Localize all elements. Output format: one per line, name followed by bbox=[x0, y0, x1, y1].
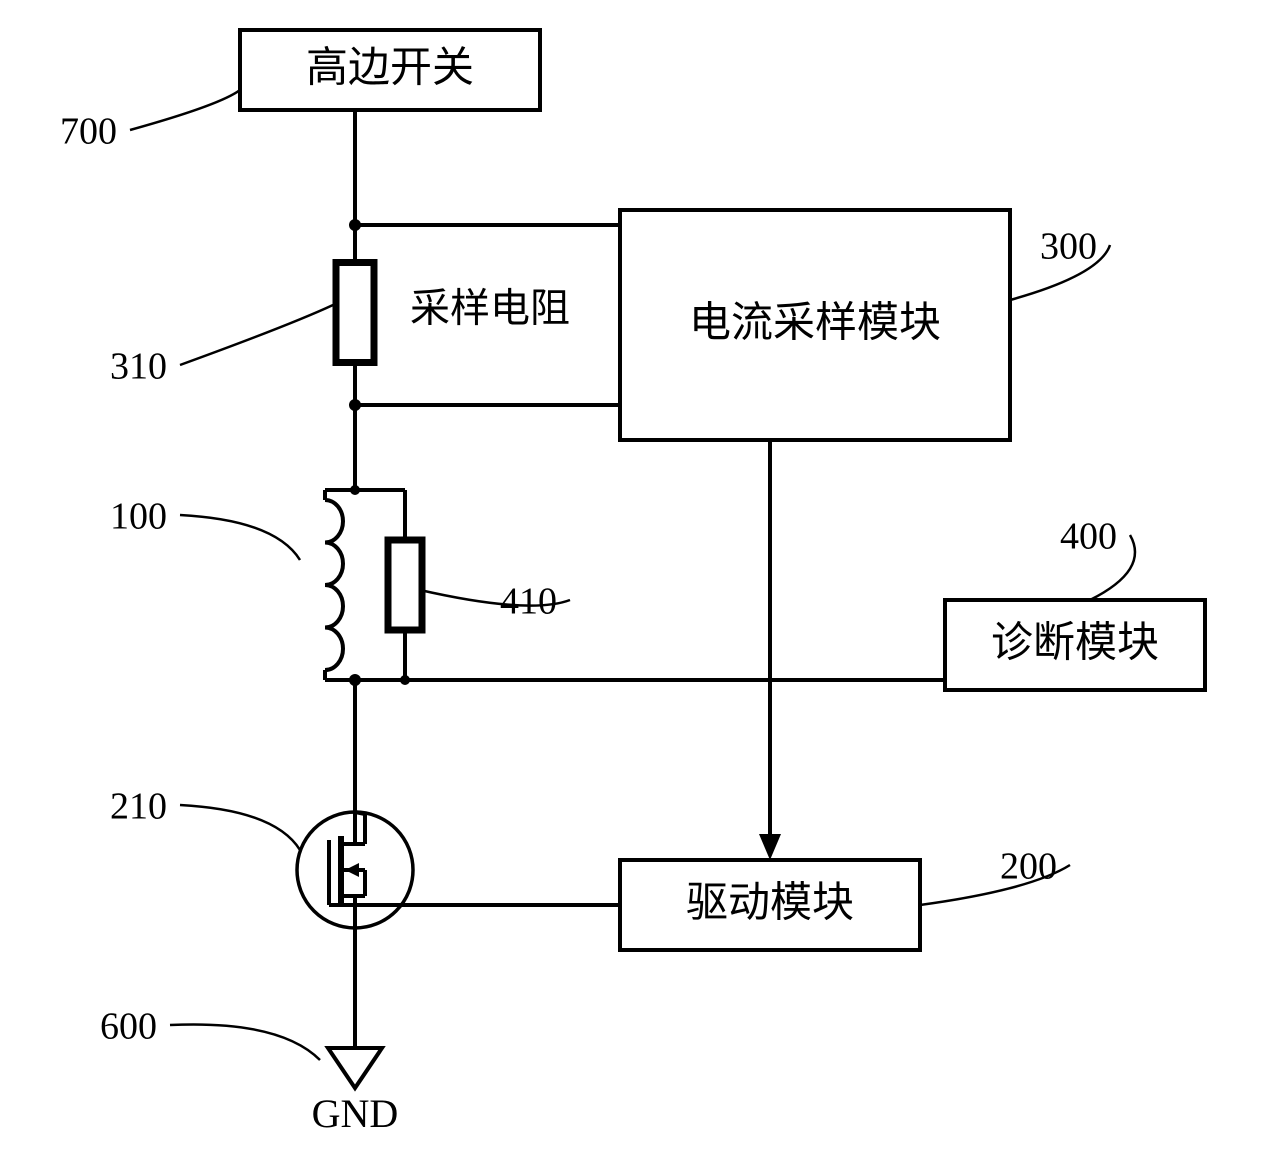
current_sample-label: 电流采样模块 bbox=[689, 301, 941, 347]
ref-400: 400 bbox=[1060, 516, 1117, 558]
leader-700 bbox=[130, 90, 240, 130]
inductor-symbol bbox=[325, 500, 343, 670]
ref-300: 300 bbox=[1040, 226, 1097, 268]
ref-700: 700 bbox=[60, 111, 117, 153]
parallel-resistor bbox=[388, 540, 422, 630]
leader-100 bbox=[180, 515, 300, 560]
sampling-resistor-label: 采样电阻 bbox=[410, 286, 570, 331]
leader-600 bbox=[170, 1024, 320, 1060]
ref-210: 210 bbox=[110, 786, 167, 828]
sampling-resistor bbox=[336, 263, 374, 363]
ground-symbol bbox=[328, 1048, 382, 1088]
ref-100: 100 bbox=[110, 496, 167, 538]
ground-label: GND bbox=[312, 1091, 399, 1136]
driver-label: 驱动模块 bbox=[686, 881, 854, 927]
leader-310 bbox=[180, 305, 333, 365]
ref-600: 600 bbox=[100, 1006, 157, 1048]
ref-310: 310 bbox=[110, 346, 167, 388]
leader-210 bbox=[180, 805, 300, 850]
arrowhead-icon bbox=[759, 834, 781, 860]
high_side_switch-label: 高边开关 bbox=[306, 46, 474, 92]
ref-200: 200 bbox=[1000, 846, 1057, 888]
ref-410: 410 bbox=[500, 581, 557, 623]
diagnosis-label: 诊断模块 bbox=[991, 621, 1159, 667]
